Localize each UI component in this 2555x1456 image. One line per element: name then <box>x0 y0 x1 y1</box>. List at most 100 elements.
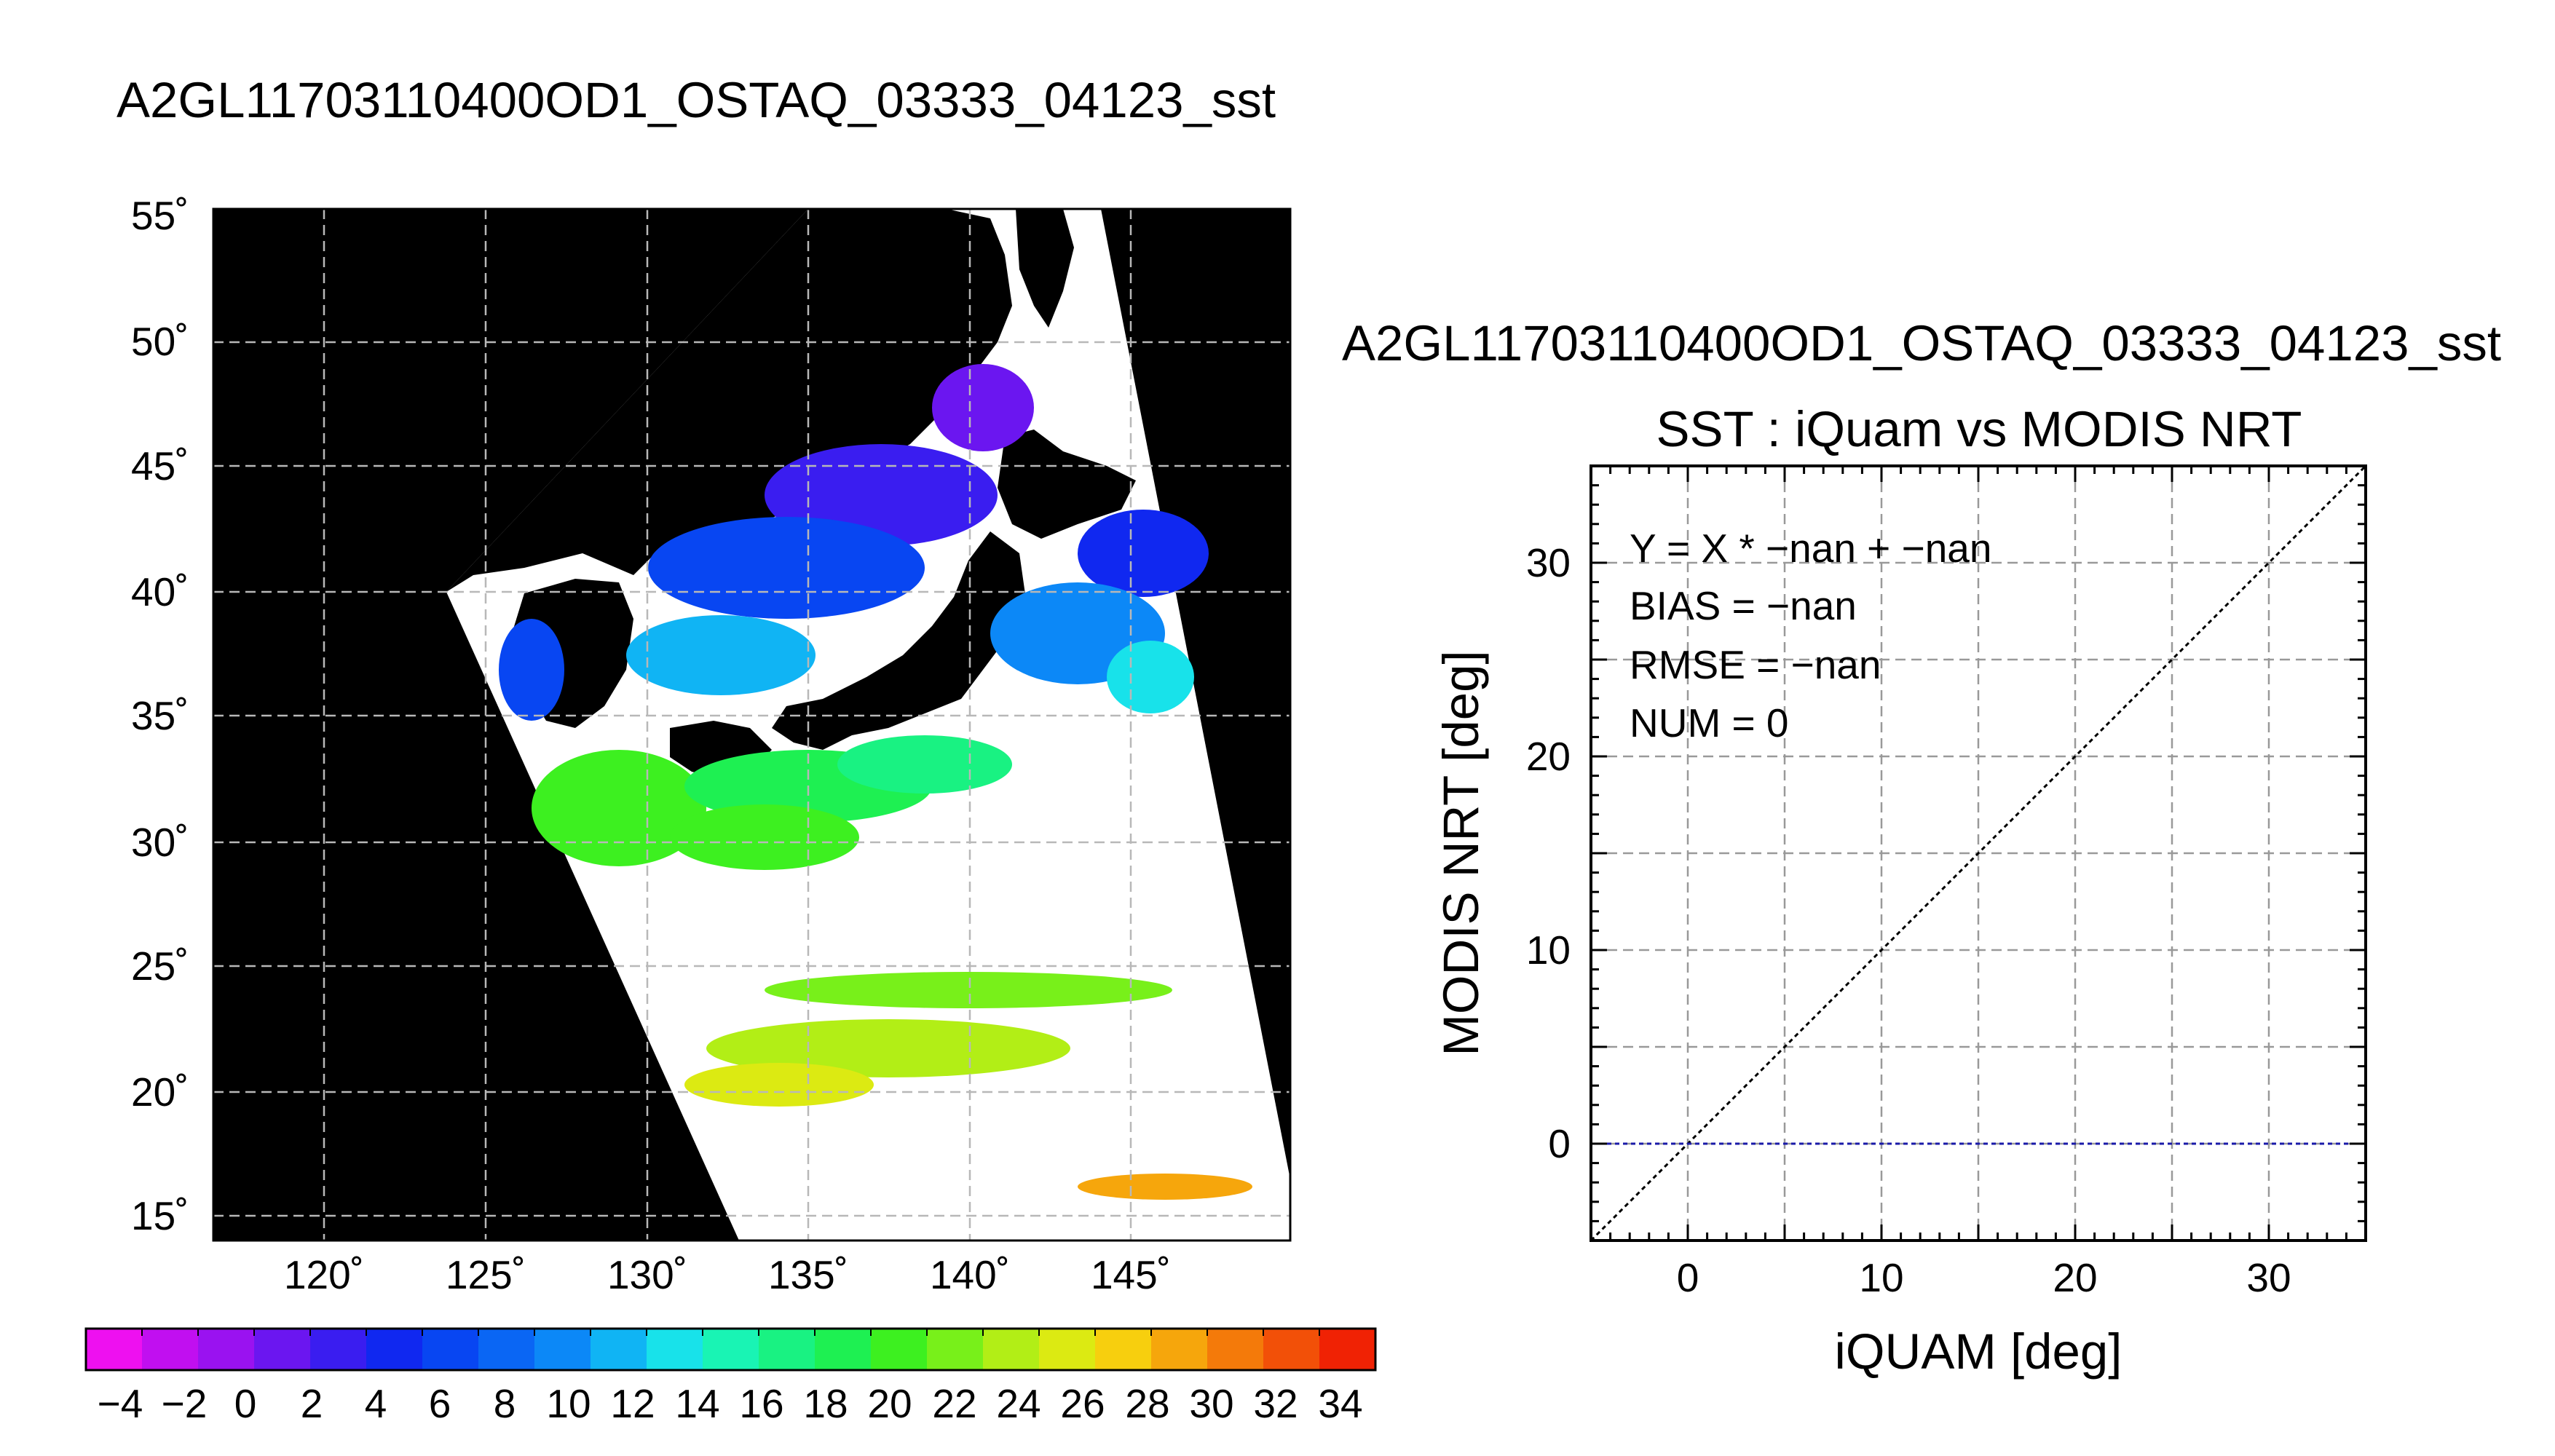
colorbar-tick-label: 2 <box>301 1381 323 1426</box>
sst-patch-subtropic-1 <box>765 972 1172 1008</box>
colorbar-tick-label: 22 <box>932 1381 976 1426</box>
lat-label: 25˚ <box>131 943 189 989</box>
colorbar-tick-label: −4 <box>98 1381 143 1426</box>
colorbar-cell <box>1095 1329 1152 1370</box>
colorbar-tick-label: 32 <box>1253 1381 1298 1426</box>
sst-patch-tropic <box>1078 1174 1252 1200</box>
scatter-minor-ticks <box>1591 466 2366 1241</box>
stats-fit: Y = X * −nan + −nan <box>1630 526 1991 571</box>
colorbar-cells <box>86 1329 1376 1370</box>
scatter-plot: 0 10 20 30 0 10 20 30 iQUAM [deg] MODIS … <box>1433 464 2367 1380</box>
colorbar-cell <box>422 1329 479 1370</box>
y-tick-label: 30 <box>1526 540 1571 585</box>
chart-title: SST : iQuam vs MODIS NRT <box>1656 401 2302 457</box>
land-honshu <box>772 531 1027 750</box>
colorbar-cell <box>759 1329 816 1370</box>
x-axis-label: iQUAM [deg] <box>1835 1324 2122 1380</box>
colorbar-cell <box>1039 1329 1096 1370</box>
scatter-file-title: A2GL11703110400OD1_OSTAQ_03333_04123_sst <box>1342 315 2501 371</box>
sst-patch-okhotsk <box>1078 510 1209 597</box>
lat-label: 35˚ <box>131 693 189 738</box>
colorbar-cell <box>86 1329 143 1370</box>
x-tick-label: 20 <box>2053 1255 2097 1300</box>
sst-patch-yellow-sea <box>499 619 564 721</box>
scatter-grid <box>1591 466 2366 1241</box>
colorbar-cell <box>1151 1329 1208 1370</box>
y-tick-label: 20 <box>1526 734 1571 779</box>
sst-field <box>499 364 1252 1200</box>
colorbar-tick-label: 8 <box>494 1381 516 1426</box>
stats-rmse: RMSE = −nan <box>1630 642 1881 687</box>
lat-label: 15˚ <box>131 1193 189 1238</box>
colorbar-tick-label: 26 <box>1060 1381 1105 1426</box>
colorbar-tick-label: −2 <box>162 1381 208 1426</box>
colorbar-cell <box>142 1329 199 1370</box>
colorbar-frame <box>84 1327 1377 1372</box>
sst-patch-sea-of-japan-south <box>626 615 816 695</box>
stats-block: Y = X * −nan + −nan BIAS = −nan RMSE = −… <box>1630 526 1991 745</box>
y-tick-label: 0 <box>1548 1121 1571 1166</box>
sst-patch-kuroshio <box>837 735 1012 794</box>
lon-label: 130˚ <box>607 1252 687 1297</box>
colorbar-cell <box>366 1329 423 1370</box>
colorbar-tick-labels: −4 −2 0 2 4 6 8 10 12 14 16 18 20 22 24 … <box>98 1381 1363 1426</box>
colorbar-cell <box>703 1329 759 1370</box>
colorbar-tick-label: 24 <box>996 1381 1040 1426</box>
map-graticule <box>213 209 1290 1241</box>
sst-patch-sea-of-japan-mid <box>648 517 925 619</box>
x-tick-label: 30 <box>2246 1255 2291 1300</box>
colorbar-tick-label: 28 <box>1125 1381 1169 1426</box>
colorbar-cell <box>871 1329 928 1370</box>
lat-label: 50˚ <box>131 319 189 364</box>
colorbar-cell <box>647 1329 703 1370</box>
lat-label: 30˚ <box>131 820 189 865</box>
colorbar-cell <box>927 1329 984 1370</box>
x-tick-label: 10 <box>1859 1255 1903 1300</box>
colorbar-tick-label: 4 <box>365 1381 387 1426</box>
colorbar-tick-label: 6 <box>429 1381 451 1426</box>
map-title: A2GL11703110400OD1_OSTAQ_03333_04123_sst <box>117 72 1276 128</box>
y-axis-label: MODIS NRT [deg] <box>1433 650 1489 1056</box>
colorbar-cell <box>198 1329 255 1370</box>
colorbar-cell <box>534 1329 591 1370</box>
colorbar-cell <box>254 1329 311 1370</box>
land-sakhalin <box>1016 209 1074 328</box>
x-tick-label: 0 <box>1677 1255 1699 1300</box>
colorbar-cell <box>1319 1329 1376 1370</box>
sst-patch-east-china-sea <box>532 750 706 866</box>
lat-label: 55˚ <box>131 193 189 238</box>
stats-num: NUM = 0 <box>1630 700 1789 745</box>
x-tick-labels: 0 10 20 30 <box>1677 1255 2291 1300</box>
land-hokkaido <box>998 430 1136 539</box>
lon-label: 135˚ <box>768 1252 848 1297</box>
colorbar-cell <box>1207 1329 1264 1370</box>
lon-axis: 120˚ 125˚ 130˚ 135˚ 140˚ 145˚ <box>284 1252 1171 1297</box>
sst-patch-tatar-strait <box>932 364 1034 451</box>
identity-line <box>1590 464 2367 1242</box>
colorbar-tick-label: 0 <box>234 1381 257 1426</box>
lon-label: 140˚ <box>930 1252 1010 1297</box>
colorbar-cell <box>310 1329 367 1370</box>
lat-axis: 55˚ 50˚ 45˚ 40˚ 35˚ 30˚ 25˚ 20˚ 15˚ <box>131 193 189 1238</box>
sst-patch-subtropic-2 <box>706 1019 1070 1077</box>
colorbar-tick-label: 14 <box>675 1381 719 1426</box>
colorbar-tick-label: 20 <box>867 1381 912 1426</box>
colorbar-cell <box>983 1329 1040 1370</box>
colorbar-cell <box>478 1329 535 1370</box>
colorbar-cell <box>1263 1329 1320 1370</box>
lat-label: 45˚ <box>131 443 189 488</box>
lon-label: 125˚ <box>446 1252 526 1297</box>
colorbar-tick-label: 10 <box>546 1381 591 1426</box>
sst-patch-subtropic-3 <box>684 1063 874 1107</box>
y-tick-label: 10 <box>1526 927 1571 973</box>
sst-patch-ryukyu <box>670 804 859 870</box>
colorbar-tick-label: 16 <box>739 1381 783 1426</box>
lon-label: 145˚ <box>1091 1252 1171 1297</box>
colorbar-tick-label: 12 <box>610 1381 655 1426</box>
sst-patch-pacific-east <box>1107 641 1194 713</box>
lat-label: 40˚ <box>131 569 189 614</box>
colorbar-cell <box>815 1329 872 1370</box>
stats-bias: BIAS = −nan <box>1630 583 1857 628</box>
colorbar-ticks <box>141 1329 1320 1336</box>
